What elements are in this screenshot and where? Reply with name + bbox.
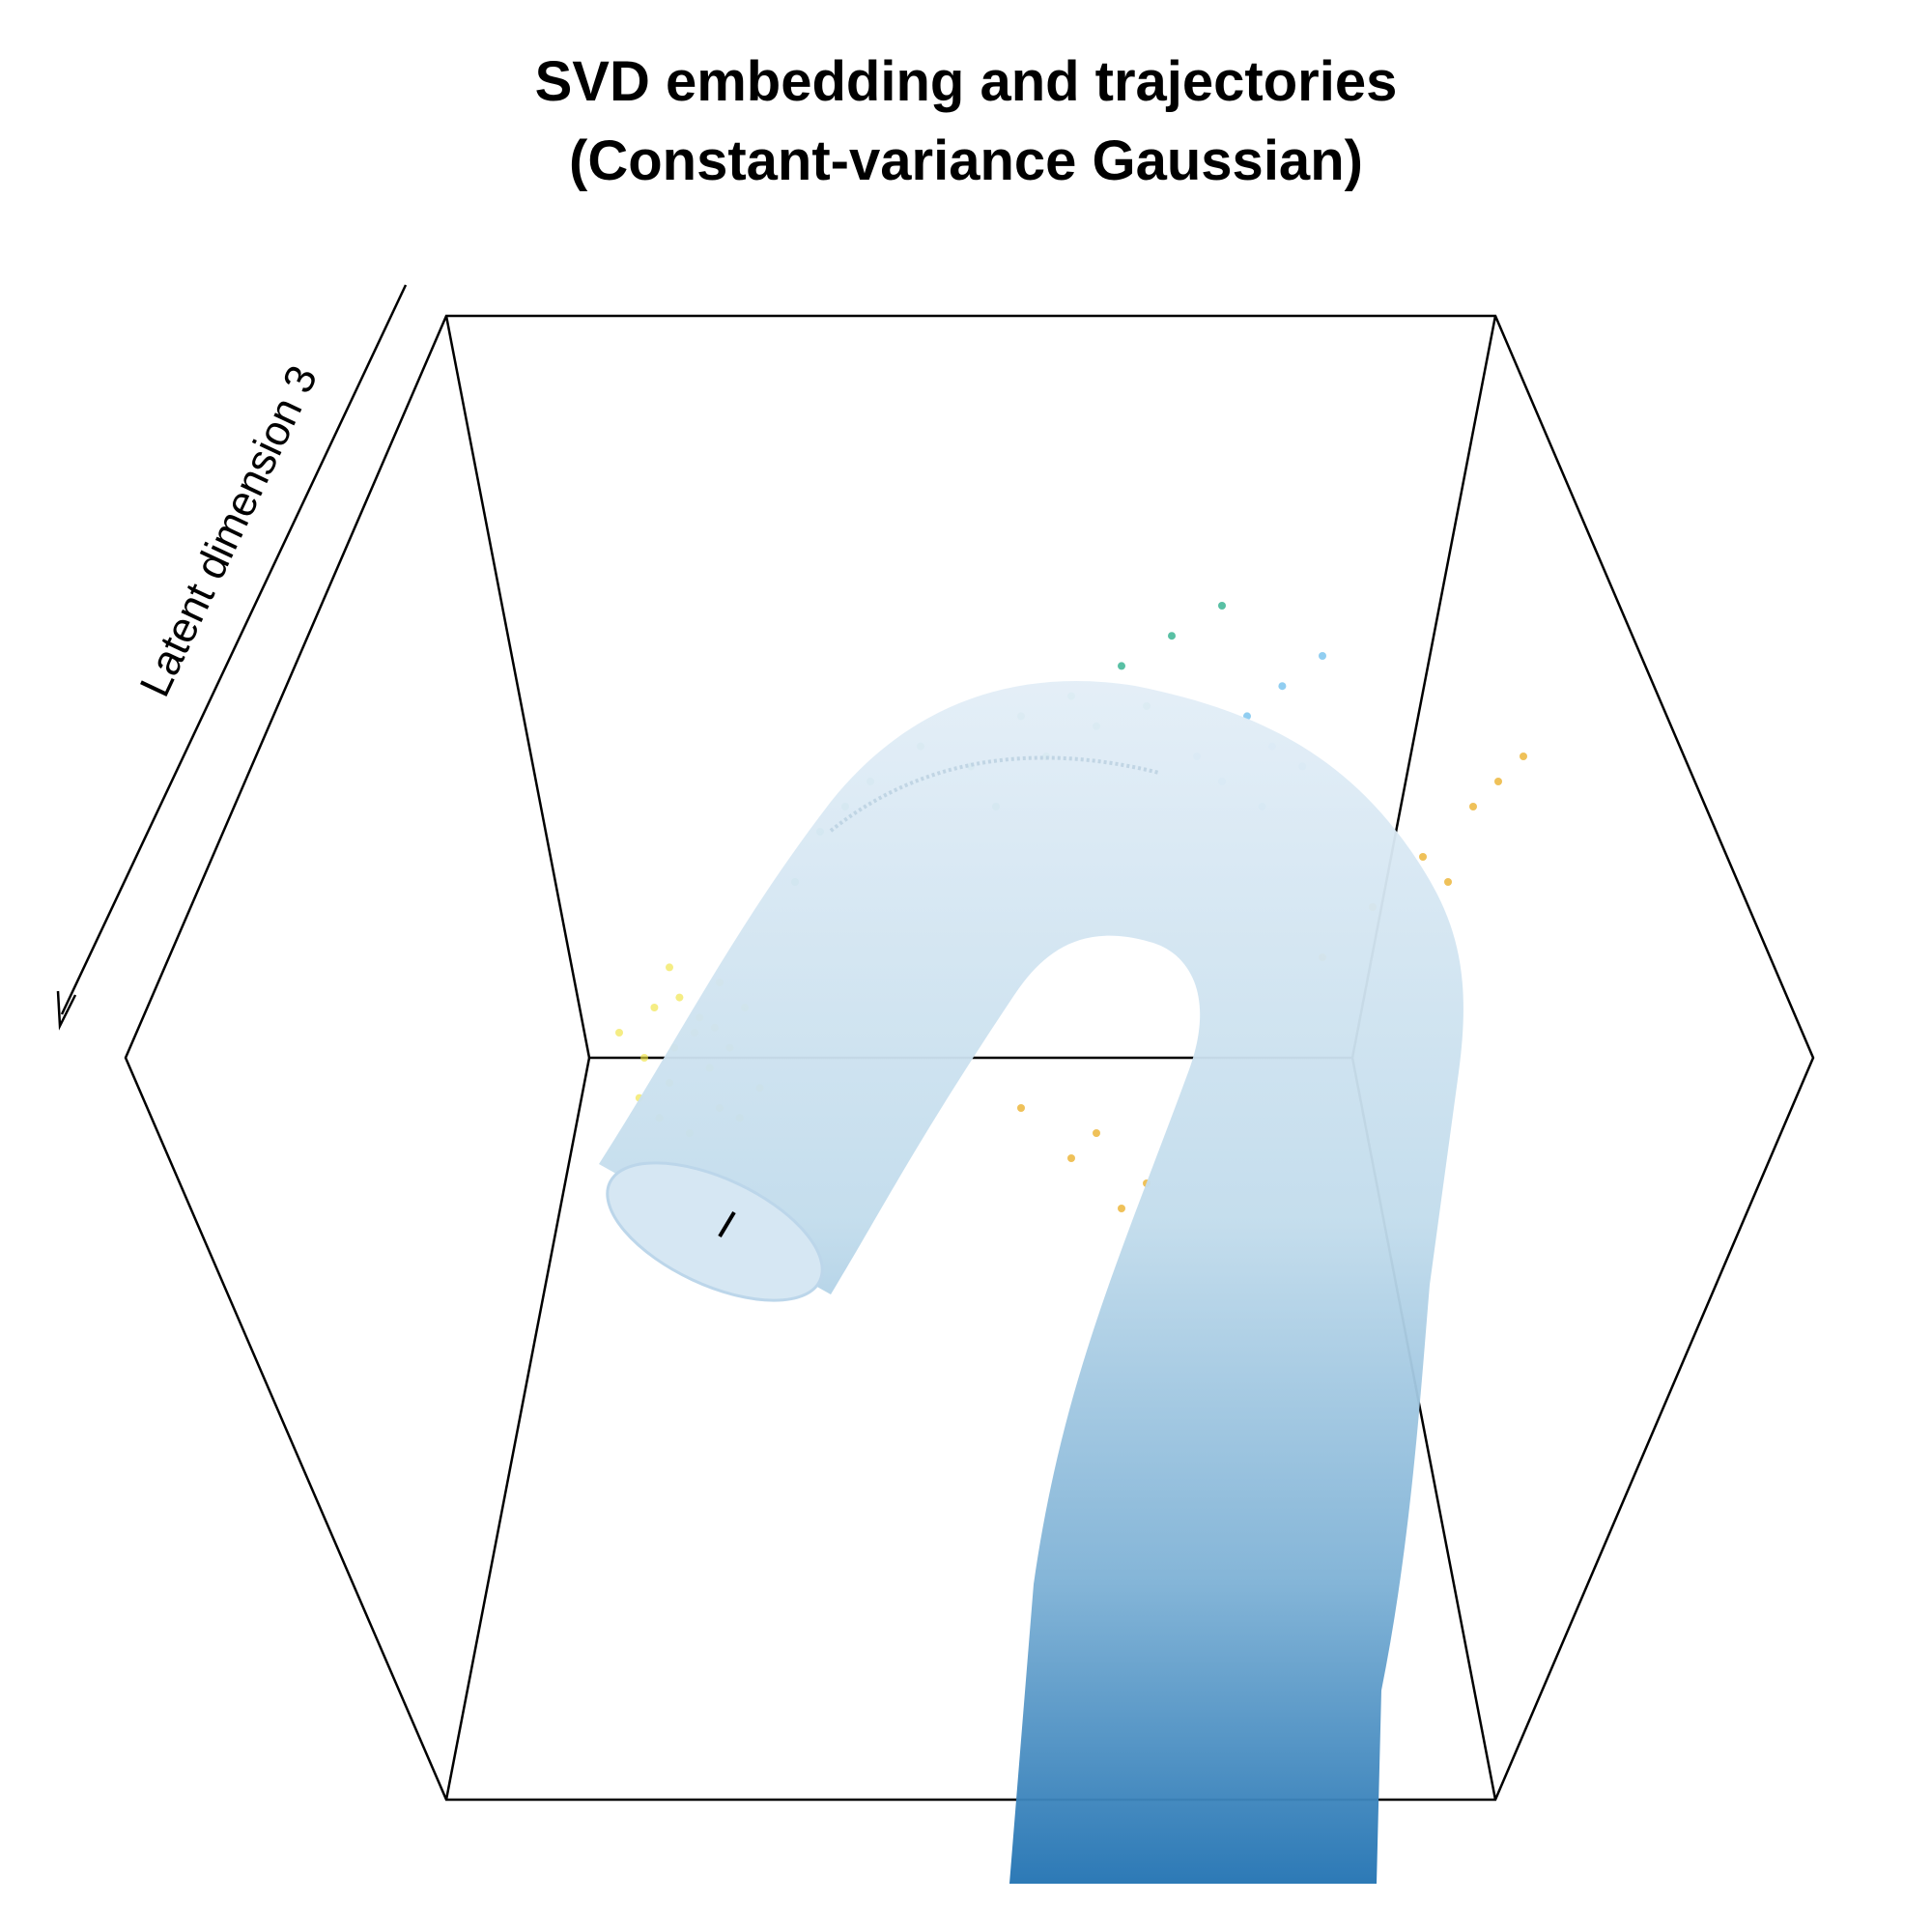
scatter-point <box>1067 1154 1075 1162</box>
scatter-point <box>1218 602 1226 610</box>
scatter-point <box>1118 662 1125 670</box>
scatter-point <box>1118 1205 1125 1212</box>
box-edge <box>444 1057 591 1801</box>
z-axis-arrowhead <box>56 990 77 1031</box>
chart-title-line-1: SVD embedding and trajectories <box>534 50 1398 113</box>
z-axis-label: Latent dimension 3 <box>131 358 327 703</box>
trajectory-tube-end-cap <box>606 1161 824 1302</box>
scatter-point <box>1494 778 1502 785</box>
scatter-point <box>1093 1129 1100 1137</box>
scatter-point <box>615 1029 623 1037</box>
trajectory-start-tick <box>718 1210 736 1238</box>
scatter-point <box>1017 1104 1025 1112</box>
scatter-point <box>640 1054 648 1062</box>
trajectory-tube-highlight <box>829 755 1160 833</box>
scatter-point <box>675 993 684 1002</box>
scatter-point <box>666 963 673 972</box>
scatter-point <box>1278 682 1287 691</box>
scatter-point <box>1168 632 1176 640</box>
z-axis: Latent dimension 3 <box>56 284 408 1031</box>
scatter-point <box>1319 652 1326 660</box>
scatter-point <box>650 1004 659 1011</box>
scatter-point <box>1520 753 1527 760</box>
scatter-point <box>1419 853 1427 861</box>
z-axis-line <box>60 284 408 1015</box>
trajectory-tube-body <box>599 681 1463 1884</box>
chart-title-line-2: (Constant-variance Gaussian) <box>569 129 1363 192</box>
scatter-point <box>1444 878 1452 886</box>
box-edge <box>444 315 591 1059</box>
trajectory-tube <box>599 681 1463 1884</box>
scatter-point <box>1469 803 1477 810</box>
